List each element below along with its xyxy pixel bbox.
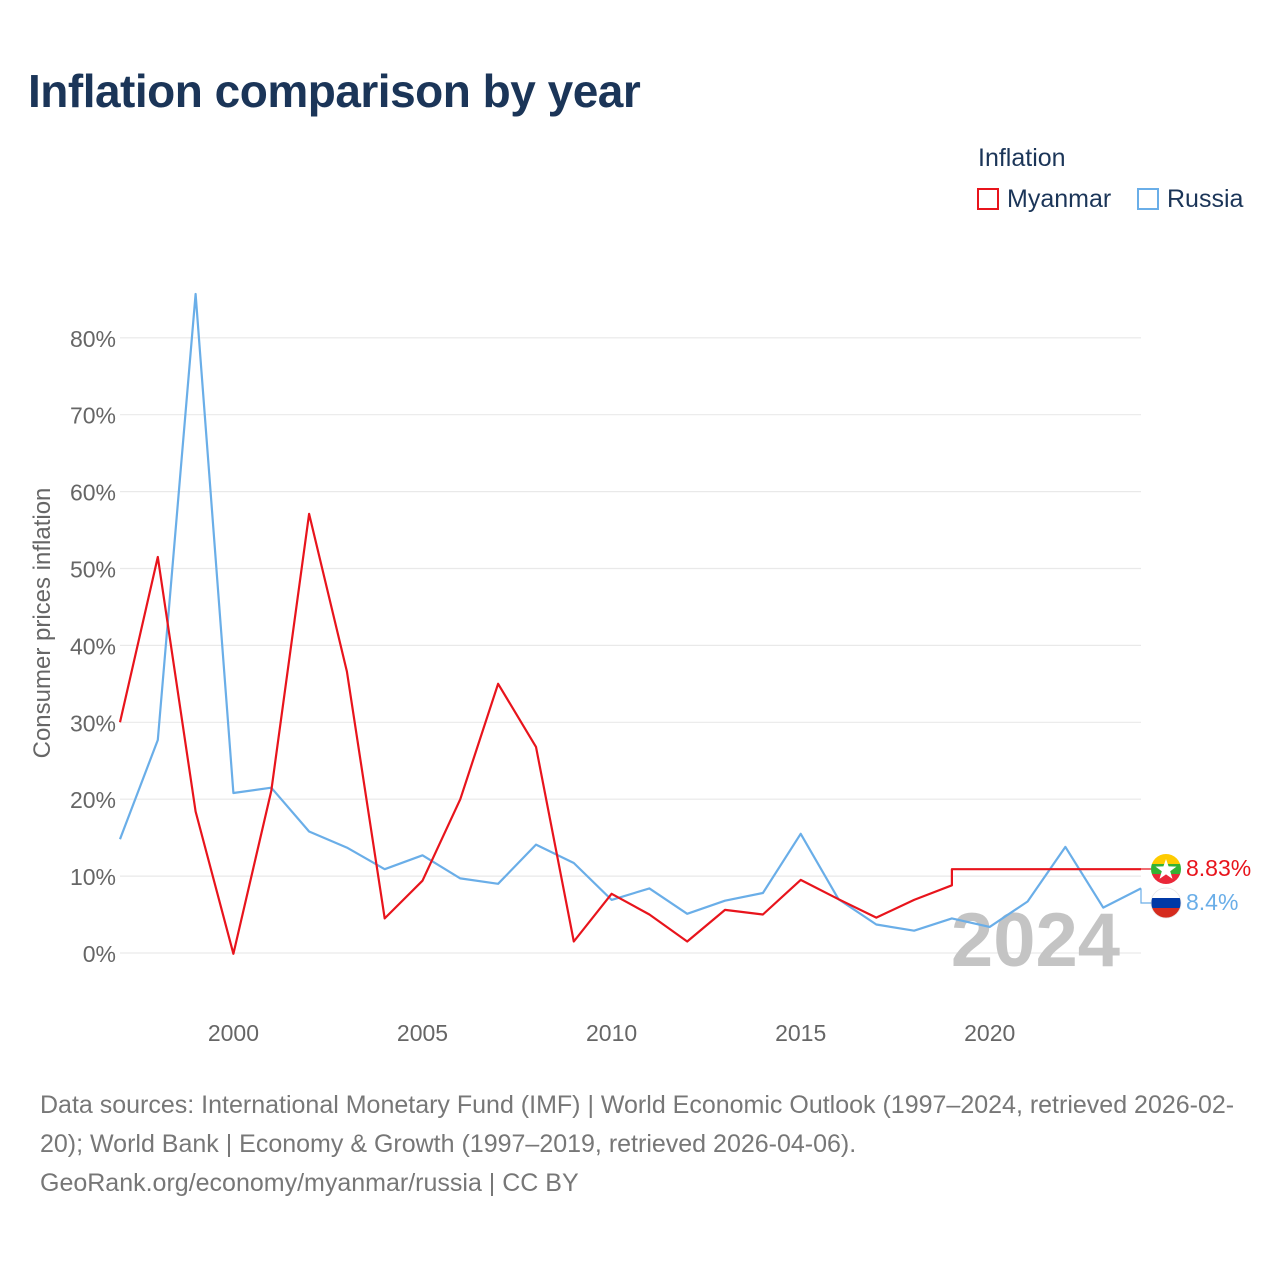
chart-title: Inflation comparison by year bbox=[28, 65, 641, 117]
data-sources: Data sources: International Monetary Fun… bbox=[40, 1091, 1235, 1158]
footer: Data sources: International Monetary Fun… bbox=[40, 1086, 1250, 1203]
axes: 0% 10% 20% 30% 40% 50% 60% 70% 80% 2000 2005 2010 20… bbox=[70, 326, 1015, 1046]
x-tick-label: 2015 bbox=[775, 1020, 826, 1046]
end-markers: 8.83% 8.4% bbox=[1140, 854, 1251, 919]
x-tick-label: 2000 bbox=[208, 1020, 259, 1046]
gridlines bbox=[120, 337, 1141, 954]
y-tick-label: 30% bbox=[70, 710, 116, 736]
y-tick-label: 40% bbox=[70, 633, 116, 659]
legend-swatch-russia bbox=[1137, 188, 1159, 210]
x-tick-label: 2020 bbox=[964, 1020, 1015, 1046]
myanmar-flag-icon bbox=[1151, 854, 1181, 884]
x-tick-label: 2010 bbox=[586, 1020, 637, 1046]
x-tick-label: 2005 bbox=[397, 1020, 448, 1046]
y-tick-label: 50% bbox=[70, 557, 116, 583]
inflation-line-chart: 0% 10% 20% 30% 40% 50% 60% 70% 80% 2000 2005 2010 20… bbox=[29, 292, 1251, 1046]
series-line-russia[interactable] bbox=[118, 292, 1142, 932]
end-label-russia: 8.4% bbox=[1186, 889, 1238, 915]
legend-title: Inflation bbox=[978, 144, 1066, 172]
y-tick-label: 0% bbox=[83, 941, 116, 967]
y-tick-label: 70% bbox=[70, 403, 116, 429]
russia-flag-icon bbox=[1151, 888, 1181, 918]
y-tick-label: 10% bbox=[70, 864, 116, 890]
legend-item-russia[interactable]: Russia bbox=[1137, 184, 1243, 214]
series-lines bbox=[118, 292, 1142, 955]
y-tick-label: 20% bbox=[70, 787, 116, 813]
legend-label-myanmar: Myanmar bbox=[1007, 184, 1112, 213]
series-line-myanmar[interactable] bbox=[118, 512, 1141, 955]
legend-label-russia: Russia bbox=[1167, 184, 1244, 213]
legend-item-myanmar[interactable]: Myanmar bbox=[977, 184, 1111, 214]
end-connector-russia bbox=[1140, 888, 1151, 904]
y-tick-label: 60% bbox=[70, 480, 116, 506]
legend-swatch-myanmar bbox=[977, 188, 999, 210]
y-tick-label: 80% bbox=[70, 326, 116, 352]
year-watermark: 2024 bbox=[951, 898, 1120, 983]
attribution-link[interactable]: GeoRank.org/economy/myanmar/russia | CC … bbox=[40, 1169, 579, 1197]
end-label-myanmar: 8.83% bbox=[1186, 855, 1251, 881]
y-axis-label: Consumer prices inflation bbox=[29, 488, 56, 759]
